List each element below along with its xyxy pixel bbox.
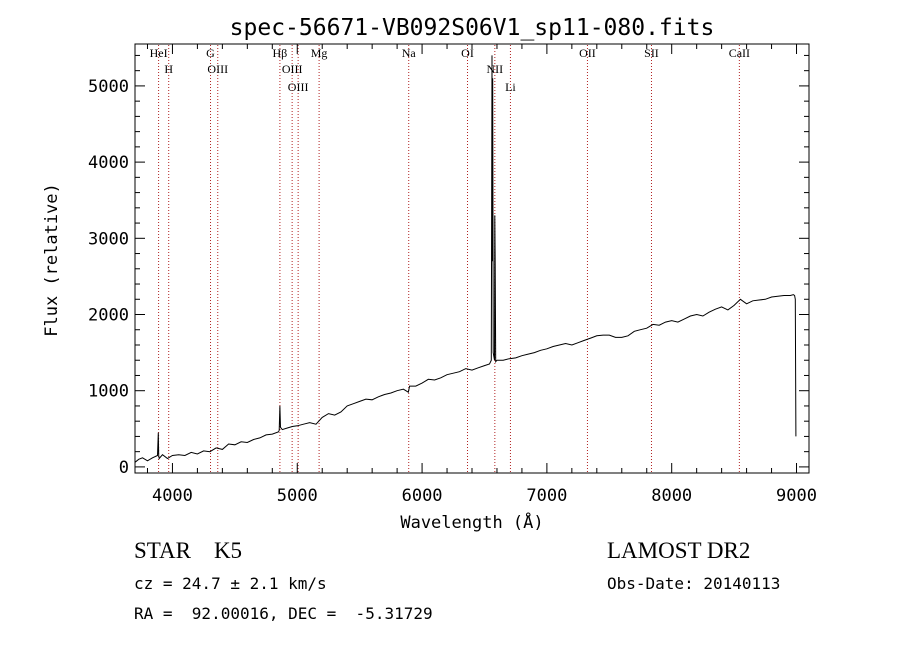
x-tick-label: 5000 — [277, 486, 318, 506]
y-tick-label: 3000 — [88, 229, 129, 249]
marker-label: OIII — [207, 62, 228, 76]
marker-label: OIII — [282, 62, 303, 76]
marker-label: Li — [505, 80, 516, 94]
observation-date: Obs-Date: 20140113 — [607, 574, 781, 593]
marker-label: G — [206, 46, 215, 60]
y-tick-label: 1000 — [88, 382, 129, 402]
marker-label: HeI — [150, 46, 168, 60]
classification-text: STAR K5 — [134, 538, 243, 563]
y-tick-label: 2000 — [88, 306, 129, 326]
plot-frame — [134, 43, 810, 474]
x-axis-label: Wavelength (Å) — [400, 511, 543, 533]
marker-label: Na — [402, 46, 417, 60]
y-tick-label: 4000 — [88, 153, 129, 173]
marker-label: CaII — [729, 46, 750, 60]
marker-label: Hβ — [273, 46, 288, 60]
x-tick-label: 8000 — [651, 486, 692, 506]
y-axis-label: Flux (relative) — [42, 183, 62, 337]
y-tick-label: 0 — [119, 458, 129, 478]
y-tick-label: 5000 — [88, 77, 129, 97]
x-tick-label: 6000 — [402, 486, 443, 506]
marker-label: OII — [579, 46, 596, 60]
x-tick-label: 4000 — [152, 486, 193, 506]
axis-ticks: 4000 5000 6000 7000 8000 9000 0 1000 2000 3000 400… — [88, 44, 817, 506]
survey-name: LAMOST DR2 — [607, 538, 751, 563]
x-tick-label: 7000 — [526, 486, 567, 506]
marker-label: NII — [487, 62, 504, 76]
chart-title: spec-56671-VB092S06V1_sp11-080.fits — [230, 15, 715, 41]
marker-label: Mg — [311, 46, 328, 60]
marker-label: OI — [461, 46, 474, 60]
spectrum-series — [134, 55, 797, 463]
x-tick-label: 9000 — [776, 486, 817, 506]
marker-label: H — [164, 62, 173, 76]
sky-coordinates: RA = 92.00016, DEC = -5.31729 — [134, 604, 433, 623]
marker-label: SII — [644, 46, 659, 60]
marker-label: OIII — [288, 80, 309, 94]
redshift-velocity: cz = 24.7 ± 2.1 km/s — [134, 574, 327, 593]
